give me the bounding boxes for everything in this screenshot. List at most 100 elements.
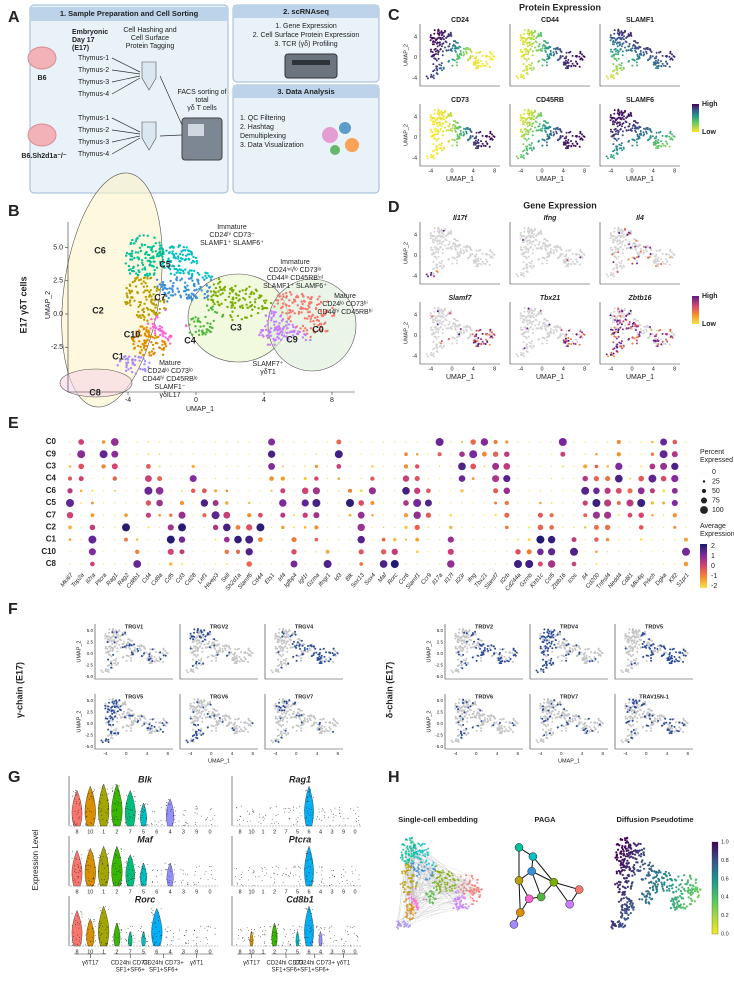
cell-point — [289, 320, 292, 323]
cell-point — [266, 336, 270, 340]
cell-point — [546, 239, 549, 242]
cell-point — [448, 321, 451, 323]
cell-point — [538, 45, 541, 48]
cell-point — [130, 659, 133, 662]
umap-panel — [419, 104, 500, 167]
cell-point — [127, 268, 131, 272]
cell-point — [529, 48, 532, 51]
cell-point — [522, 252, 525, 255]
cell-point — [520, 271, 523, 274]
cell-point — [142, 291, 145, 294]
dot — [517, 538, 519, 541]
cell-point — [615, 263, 618, 266]
cell-point — [142, 645, 145, 648]
cell-point — [189, 250, 192, 253]
cell-point — [454, 120, 457, 123]
x-tick-label: -4 — [518, 168, 523, 174]
cell-point — [429, 75, 432, 78]
cell-point — [125, 251, 129, 255]
cell-point — [579, 50, 582, 53]
cell-point — [459, 244, 462, 247]
y-tick-label: -2.5 — [51, 344, 63, 351]
cell-point — [522, 143, 525, 146]
cell-point — [610, 73, 613, 76]
cell-point — [662, 64, 665, 67]
dot — [269, 476, 274, 481]
cell-point — [197, 320, 200, 323]
dot — [604, 499, 612, 507]
cell-point — [193, 289, 196, 292]
cell-point — [447, 247, 450, 250]
dot — [80, 551, 82, 553]
cell-point — [567, 262, 570, 265]
dot — [528, 514, 530, 516]
cell-point — [242, 296, 245, 300]
cell-point — [433, 267, 436, 270]
cell-point — [219, 280, 222, 283]
cell-point — [152, 293, 155, 296]
dot — [67, 476, 73, 481]
annotation: CD44ʰⁱ CD45RBˡᵒ — [142, 375, 197, 383]
cell-point — [191, 279, 194, 282]
cell-point — [136, 264, 140, 267]
cell-point — [277, 337, 280, 340]
cell-point — [581, 256, 584, 259]
cell-point — [474, 257, 477, 260]
dot — [268, 438, 276, 446]
cell-point — [627, 247, 630, 250]
cell-point — [301, 336, 305, 339]
dot — [145, 500, 152, 506]
cell-point — [430, 253, 433, 256]
cell-point — [126, 361, 130, 364]
cell-point — [566, 61, 569, 63]
dot — [237, 563, 239, 565]
cell-point — [609, 114, 612, 117]
dot — [88, 548, 96, 556]
cell-point — [530, 323, 533, 326]
cell-point — [525, 65, 528, 68]
cell-point — [148, 655, 151, 658]
cell-point — [645, 130, 648, 133]
cell-point — [474, 57, 477, 60]
cell-point — [522, 234, 525, 237]
cell-point — [437, 133, 440, 136]
cell-point — [441, 116, 444, 119]
dot — [581, 486, 590, 495]
cell-point — [523, 275, 525, 278]
dot — [383, 441, 385, 443]
cell-point — [138, 303, 142, 307]
cell-point — [526, 347, 529, 350]
cell-point — [548, 135, 551, 138]
dot — [414, 476, 420, 482]
cell-point — [526, 69, 529, 72]
cell-point — [617, 248, 620, 251]
cell-point — [430, 328, 432, 331]
dot — [110, 438, 119, 446]
cell-point — [109, 660, 112, 663]
cell-point — [616, 267, 619, 270]
cell-point — [541, 342, 544, 345]
dot — [223, 523, 231, 532]
dot — [293, 490, 295, 492]
cell-point — [304, 307, 307, 311]
cell-point — [144, 348, 147, 351]
dot — [549, 525, 554, 530]
dot — [304, 441, 306, 443]
cell-point — [530, 340, 533, 343]
cell-point — [572, 64, 575, 67]
cell-point — [575, 253, 578, 256]
dot — [561, 465, 564, 468]
cell-point — [260, 328, 263, 332]
cell-point — [609, 119, 612, 122]
cell-point — [574, 65, 577, 67]
cell-point — [456, 41, 459, 44]
dot — [223, 536, 230, 543]
cell-point — [613, 32, 616, 35]
cell-point — [669, 130, 672, 133]
cell-point — [434, 41, 436, 44]
cell-point — [166, 337, 169, 341]
cell-point — [530, 144, 533, 147]
cell-point — [117, 633, 120, 636]
dot — [337, 477, 341, 480]
cell-point — [529, 116, 532, 119]
